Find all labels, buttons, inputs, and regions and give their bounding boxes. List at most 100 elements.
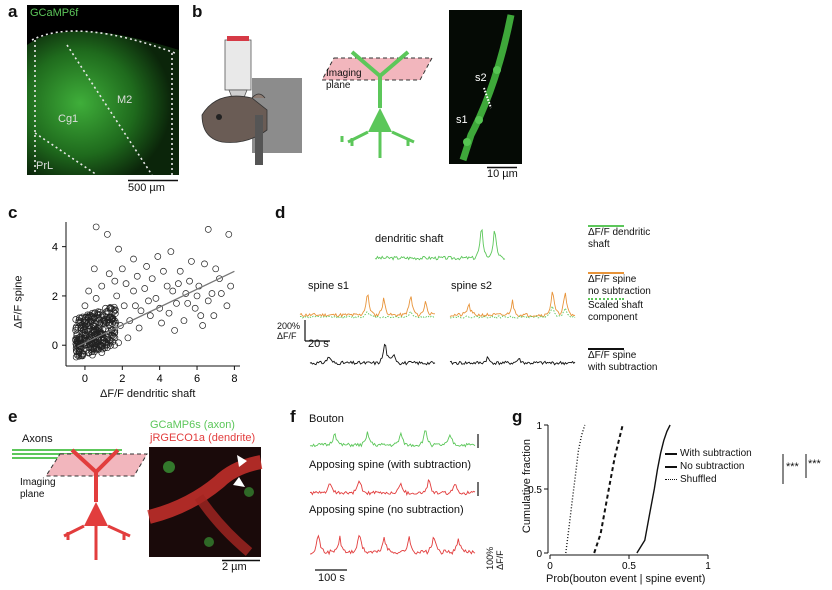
region-label-m2: M2 (117, 94, 133, 106)
scatter-point (91, 328, 98, 335)
scatter-point (92, 223, 100, 231)
legend-swatch (665, 465, 677, 468)
scatter-point (167, 248, 175, 255)
fit-line (77, 270, 235, 348)
scatter-point (148, 275, 156, 283)
scatter-point (74, 351, 81, 359)
scatter-point (96, 319, 104, 327)
indicator-label-gcamp6s: GCaMP6s (axon) (150, 419, 235, 431)
legend-label: With subtraction (680, 448, 752, 459)
scatter-point (75, 349, 83, 356)
scatter-point (158, 319, 165, 327)
y-tick-label: 0 (52, 340, 58, 352)
scatter-point (83, 346, 91, 354)
trace-label-dendritic-shaft: dendritic shaft (375, 233, 444, 245)
trace-label-apposing-with: Apposing spine (with subtraction) (309, 459, 472, 471)
scatter-point (87, 317, 94, 324)
axons-label: Axons (22, 433, 53, 445)
scatter-point (77, 324, 85, 332)
significance-stars-2: *** (808, 458, 821, 470)
legend-swatch (588, 225, 624, 227)
x-tick-label: 6 (194, 373, 200, 385)
legend-label: ΔF/F dendritic shaft (588, 227, 651, 250)
panel-label-c: c (8, 203, 18, 222)
scatter-point (103, 341, 111, 348)
scatter-xlabel: ΔF/F dendritic shaft (100, 388, 196, 400)
scatter-point (72, 327, 79, 334)
panel-label-b: b (192, 2, 203, 21)
legend-label: Shuffled (680, 474, 717, 485)
scatter-point (171, 327, 178, 334)
scatter-point (75, 352, 83, 360)
scatter-point (113, 292, 121, 300)
scatter-point (111, 341, 118, 349)
panel-label-g: g (512, 407, 523, 426)
scatter-point (115, 245, 122, 253)
scatter-point (223, 302, 231, 310)
y-tick-label: 0.5 (528, 485, 542, 496)
dendrite-micrograph (449, 10, 522, 164)
scatter-point (204, 226, 212, 233)
scatter-point (92, 295, 100, 302)
scalebar-label-a: 500 µm (128, 182, 165, 194)
scatter-point (72, 323, 80, 331)
brain-slice-micrograph (27, 5, 179, 176)
scatter-point (79, 329, 87, 337)
scatter-point (106, 304, 114, 312)
scatter-point (137, 307, 145, 315)
scatter-point (152, 295, 160, 302)
indicator-label-gcamp6f: GCaMP6f (30, 7, 79, 19)
scatter-point (90, 265, 98, 273)
scatter-point (105, 270, 113, 278)
scatter-point (82, 323, 89, 330)
scalebar-label-e: 2 µm (222, 561, 247, 573)
scatter-point (105, 322, 113, 329)
imaging-plane-label-b: Imaging plane (326, 68, 362, 91)
scatter-point (175, 280, 182, 287)
legend-item: With subtraction (665, 448, 752, 460)
legend-swatch (665, 479, 677, 481)
legend-label: Scaled shaft component (588, 300, 644, 323)
trace-spine-s2-with-subtraction (449, 355, 576, 366)
scatter-point (191, 304, 199, 312)
legend-swatch (588, 272, 624, 274)
scatter-point (145, 297, 152, 305)
panel-label-f: f (290, 407, 296, 426)
scatter-point (169, 287, 177, 295)
legend-item: No subtraction (665, 461, 744, 473)
trace-label-spine-s1: spine s1 (308, 280, 349, 292)
scatter-point (74, 336, 81, 344)
scatter-point (165, 309, 173, 317)
scatter-point (115, 339, 122, 347)
scalebar-a (128, 179, 178, 182)
scatter-point (173, 299, 180, 307)
scatter-point (208, 290, 216, 297)
scatter-point (120, 302, 128, 310)
legend-swatch (588, 348, 624, 350)
trace-label-apposing-no: Apposing spine (no subtraction) (309, 504, 464, 516)
scatter-point (117, 322, 124, 329)
trace-spine-s1-no-subtraction (299, 294, 435, 318)
cdf-line (565, 424, 586, 554)
scatter-point (163, 282, 171, 290)
spine-label-s1: s1 (456, 114, 468, 126)
legend-label: ΔF/F spine with subtraction (588, 350, 658, 373)
scatter-point (199, 322, 206, 329)
scatter-point (100, 336, 107, 344)
legend-label: No subtraction (680, 461, 745, 472)
scatter-point (86, 325, 94, 332)
scatter-point (109, 314, 117, 322)
trace-apposing-with-subtraction (309, 478, 476, 496)
scale-y-d: 200% ΔF/F (277, 321, 301, 342)
scatter-point (73, 332, 81, 339)
trace-label-bouton: Bouton (309, 413, 344, 425)
legend-item: Shuffled (665, 474, 717, 486)
scatter-point (105, 314, 113, 321)
scalebar-e (222, 559, 260, 562)
panel-label-a: a (8, 2, 18, 21)
scale-x-d: 20 s (308, 338, 329, 350)
trace-dendritic-shaft (374, 228, 506, 261)
scatter-point (195, 282, 203, 290)
scatter-point (143, 263, 150, 270)
significance-brackets (782, 454, 807, 484)
